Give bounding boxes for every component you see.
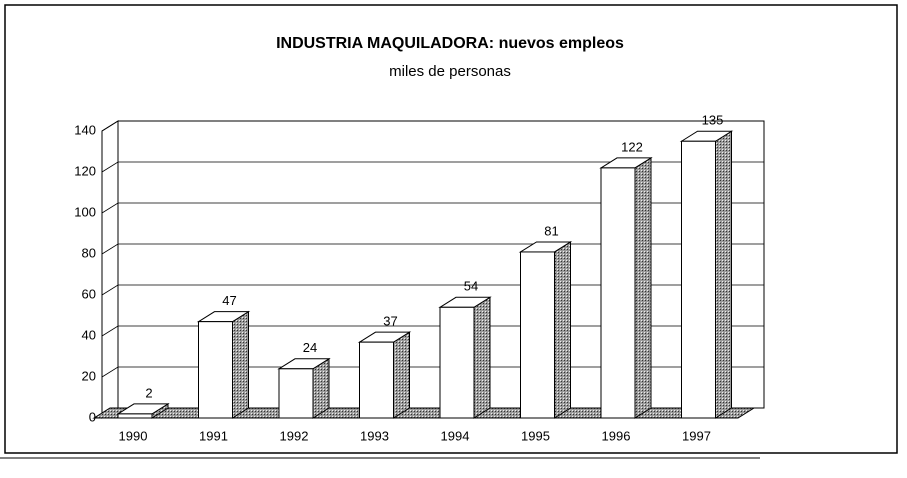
bar bbox=[278, 368, 314, 419]
value-label: 135 bbox=[702, 113, 724, 128]
grid-line bbox=[101, 243, 764, 255]
bar bbox=[359, 341, 394, 419]
chart-subtitle: miles de personas bbox=[389, 63, 511, 80]
value-label: 37 bbox=[383, 314, 397, 329]
bar bbox=[439, 306, 475, 419]
grid-line bbox=[101, 120, 764, 132]
y-tick-label: 100 bbox=[74, 204, 96, 219]
bar-side bbox=[393, 331, 410, 419]
x-tick-label: 1993 bbox=[360, 428, 389, 443]
value-label: 81 bbox=[544, 223, 558, 238]
grid-line bbox=[101, 202, 764, 214]
bar-side bbox=[473, 296, 491, 419]
bar bbox=[600, 167, 636, 419]
x-tick-label: 1996 bbox=[602, 428, 631, 443]
x-tick-label: 1990 bbox=[119, 428, 148, 443]
bar-side bbox=[232, 310, 249, 419]
value-label: 54 bbox=[464, 279, 478, 294]
bar-side bbox=[634, 156, 652, 419]
y-tick-label: 40 bbox=[82, 327, 96, 342]
y-tick-label: 140 bbox=[74, 122, 96, 137]
bar bbox=[117, 413, 153, 419]
floor bbox=[92, 407, 756, 419]
y-tick-label: 60 bbox=[82, 286, 96, 301]
value-label: 2 bbox=[145, 385, 152, 400]
bar bbox=[520, 251, 555, 419]
x-tick-label: 1992 bbox=[280, 428, 309, 443]
x-tick-label: 1997 bbox=[682, 428, 711, 443]
y-tick-label: 80 bbox=[82, 245, 96, 260]
chart-title: INDUSTRIA MAQUILADORA: nuevos empleos bbox=[276, 35, 624, 52]
bar bbox=[681, 140, 716, 419]
side-wall bbox=[101, 120, 119, 419]
value-label: 47 bbox=[222, 293, 236, 308]
x-tick-label: 1995 bbox=[521, 428, 550, 443]
y-tick-label: 20 bbox=[82, 368, 96, 383]
bar bbox=[198, 321, 233, 419]
chart-border bbox=[4, 4, 898, 454]
x-tick-label: 1991 bbox=[199, 428, 228, 443]
bar-side bbox=[715, 130, 732, 419]
value-label: 122 bbox=[621, 139, 643, 154]
value-label: 24 bbox=[303, 340, 317, 355]
grid-line bbox=[101, 161, 764, 173]
y-tick-label: 0 bbox=[89, 409, 96, 424]
grid-line bbox=[101, 284, 764, 296]
bar-side bbox=[554, 241, 571, 419]
x-tick-label: 1994 bbox=[441, 428, 470, 443]
y-tick-label: 120 bbox=[74, 163, 96, 178]
